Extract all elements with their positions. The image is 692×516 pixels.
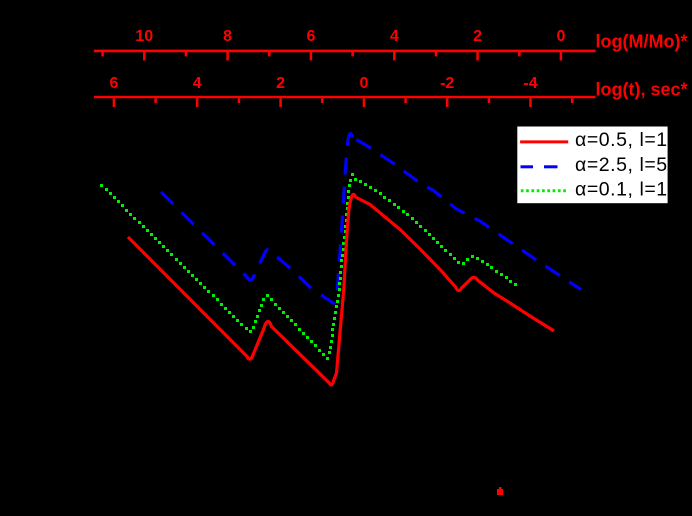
svg-text:2: 2: [473, 28, 482, 45]
svg-text:-4: -4: [523, 75, 537, 92]
svg-text:2: 2: [276, 75, 285, 92]
svg-text:4: 4: [193, 75, 202, 92]
svg-text:6: 6: [306, 28, 315, 45]
svg-text:log(M/Mo)*: log(M/Mo)*: [596, 32, 688, 52]
svg-text:6: 6: [109, 75, 118, 92]
svg-text:α=0.1, l=1: α=0.1, l=1: [575, 179, 668, 201]
svg-text:-2: -2: [440, 75, 454, 92]
svg-text:4: 4: [390, 28, 399, 45]
svg-text:0: 0: [359, 75, 368, 92]
svg-text:α=0.5, l=1: α=0.5, l=1: [575, 129, 668, 151]
svg-text:8: 8: [223, 28, 232, 45]
svg-text:log(t), sec*: log(t), sec*: [596, 80, 688, 100]
svg-text:α=2.5, l=5: α=2.5, l=5: [575, 154, 668, 176]
svg-text:10: 10: [135, 28, 153, 45]
svg-text:0: 0: [556, 28, 565, 45]
